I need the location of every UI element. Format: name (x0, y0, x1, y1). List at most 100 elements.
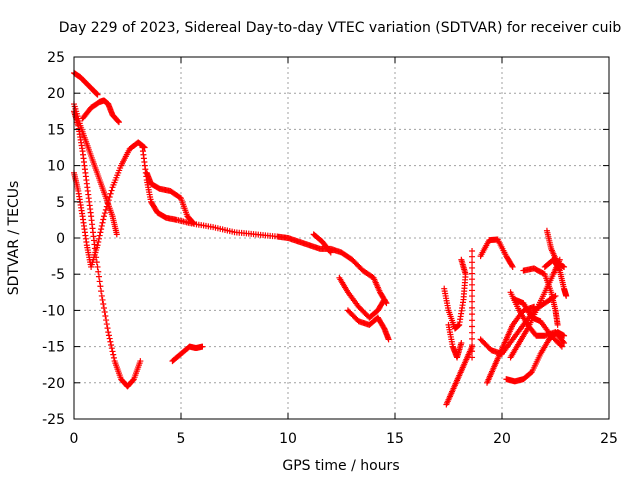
x-axis-label: GPS time / hours (282, 458, 399, 474)
data-point (103, 317, 110, 324)
data-point (101, 309, 108, 316)
data-point (556, 256, 563, 263)
series-track-5 (71, 139, 148, 270)
data-point (102, 206, 109, 213)
series-track-4 (71, 108, 144, 390)
data-point (105, 197, 112, 204)
data-point (554, 321, 561, 328)
data-point (469, 281, 476, 288)
y-tick-label: -15 (42, 340, 65, 356)
data-points (71, 69, 570, 408)
series-track-8 (169, 343, 206, 365)
y-tick-label: 5 (56, 195, 65, 211)
y-tick-label: -25 (42, 412, 65, 428)
data-point (100, 213, 107, 220)
data-point (100, 300, 107, 307)
data-point (560, 338, 567, 345)
x-tick-label: 15 (386, 431, 404, 447)
data-point (469, 335, 476, 342)
data-point (102, 313, 109, 320)
data-point (104, 200, 111, 207)
y-tick-label: -5 (51, 267, 65, 283)
data-point (95, 239, 102, 246)
data-point (101, 210, 108, 217)
x-tick-label: 25 (600, 431, 618, 447)
data-point (469, 329, 476, 336)
data-point (563, 292, 570, 299)
data-point (469, 311, 476, 318)
series-track-7 (143, 169, 197, 227)
data-point (115, 118, 122, 125)
data-point (469, 270, 476, 277)
data-point (95, 273, 102, 280)
data-point (96, 232, 103, 239)
data-point (98, 292, 105, 299)
data-point (469, 304, 476, 311)
data-point (561, 263, 568, 270)
y-axis-label: SDTVAR / TECUs (6, 181, 22, 296)
data-point (105, 332, 112, 339)
data-point (458, 339, 465, 346)
data-point (508, 262, 515, 269)
data-point (110, 351, 117, 358)
axis-ticks: 0 5 10 15 20 25 -25 -20 -15 -10 -5 0 5 10 15 20 25 (42, 50, 618, 447)
data-point (107, 190, 114, 197)
x-tick-label: 5 (177, 431, 186, 447)
data-point (103, 321, 110, 328)
x-tick-label: 0 (70, 431, 79, 447)
data-point (190, 220, 197, 227)
data-point (469, 354, 476, 361)
data-point (97, 283, 104, 290)
data-point (469, 323, 476, 330)
y-tick-label: 0 (56, 231, 65, 247)
data-point (98, 288, 105, 295)
data-point (326, 248, 333, 255)
data-point (558, 343, 565, 350)
data-point (94, 91, 101, 98)
data-point (106, 193, 113, 200)
series-track-26 (511, 296, 565, 350)
series-track-6 (139, 144, 291, 241)
data-point (469, 348, 476, 355)
data-point (469, 276, 476, 283)
series-track-17 (477, 236, 516, 270)
series-track-2 (79, 97, 122, 126)
y-tick-label: 15 (47, 122, 65, 138)
data-point (381, 296, 388, 303)
data-point (557, 342, 564, 349)
data-point (469, 287, 476, 294)
series-track-12 (344, 307, 392, 343)
data-point (110, 354, 117, 361)
data-point (97, 229, 104, 236)
data-point (98, 226, 105, 233)
data-point (107, 338, 114, 345)
data-point (94, 263, 101, 270)
data-point (137, 358, 144, 365)
series-track-16 (469, 248, 476, 361)
data-point (327, 249, 334, 256)
series-track-15 (445, 321, 465, 361)
data-point (95, 235, 102, 242)
data-point (469, 253, 476, 260)
chart-title: Day 229 of 2023, Sidereal Day-to-day VTE… (59, 20, 622, 36)
data-point (95, 268, 102, 275)
data-point (469, 264, 476, 271)
y-tick-label: -10 (42, 303, 65, 319)
data-point (380, 297, 387, 304)
data-point (108, 345, 115, 352)
data-point (458, 256, 465, 263)
data-point (469, 342, 476, 349)
y-tick-label: 10 (47, 159, 65, 175)
y-tick-label: 25 (47, 50, 65, 66)
data-point (469, 293, 476, 300)
data-point (98, 222, 105, 229)
data-point (96, 278, 103, 285)
grid-lines (74, 57, 609, 419)
data-point (113, 231, 120, 238)
data-point (99, 219, 106, 226)
data-point (109, 348, 116, 355)
data-point (106, 335, 113, 342)
series-track-1 (71, 69, 101, 98)
data-point (199, 343, 206, 350)
data-point (561, 339, 568, 346)
